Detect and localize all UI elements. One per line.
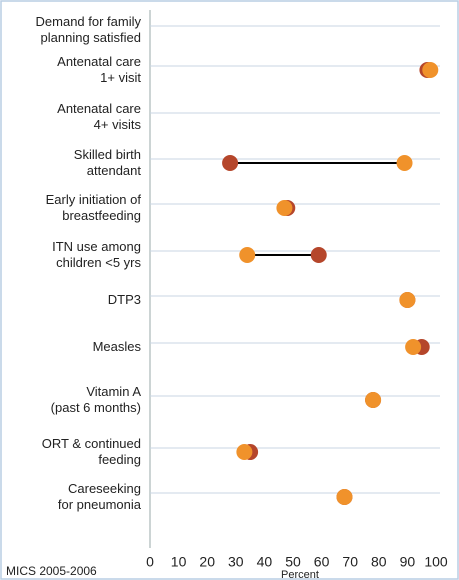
x-tick-label: 90 bbox=[400, 554, 416, 570]
x-tick-label: 100 bbox=[424, 554, 448, 570]
dot bbox=[396, 155, 413, 171]
category-label: Antenatal care 4+ visits bbox=[57, 101, 141, 132]
dot bbox=[276, 200, 293, 216]
x-tick-label: 0 bbox=[146, 554, 154, 570]
dot bbox=[336, 489, 353, 505]
x-tick-label: 70 bbox=[342, 554, 358, 570]
category-label: Demand for family planning satisfied bbox=[35, 14, 141, 45]
dot bbox=[236, 444, 253, 460]
dot bbox=[239, 247, 256, 263]
dot bbox=[405, 339, 422, 355]
x-tick-label: 60 bbox=[314, 554, 330, 570]
category-label: Careseeking for pneumonia bbox=[57, 481, 141, 512]
category-label: ORT & continued feeding bbox=[41, 436, 141, 467]
category-label: DTP3 bbox=[107, 292, 141, 307]
x-tick-label: 20 bbox=[199, 554, 215, 570]
x-tick-label: 80 bbox=[371, 554, 387, 570]
dot bbox=[365, 392, 382, 408]
x-tick-label: 50 bbox=[285, 554, 301, 570]
x-tick-label: 40 bbox=[257, 554, 273, 570]
dot bbox=[422, 62, 439, 78]
category-label: Early initiation of breastfeeding bbox=[45, 192, 141, 223]
x-tick-label: 30 bbox=[228, 554, 244, 570]
category-label: Antenatal care 1+ visit bbox=[57, 54, 141, 85]
category-label: Skilled birth attendant bbox=[73, 147, 141, 178]
x-tick-label: 10 bbox=[171, 554, 187, 570]
dot bbox=[222, 155, 239, 171]
dot bbox=[310, 247, 327, 263]
category-label: ITN use among children <5 yrs bbox=[52, 239, 141, 270]
x-axis-label: Percent bbox=[281, 569, 319, 580]
dot bbox=[399, 292, 416, 308]
source: MICS 2005-2006 bbox=[6, 564, 97, 578]
category-label: Measles bbox=[92, 339, 141, 354]
category-label: Vitamin A (past 6 months) bbox=[50, 384, 141, 415]
